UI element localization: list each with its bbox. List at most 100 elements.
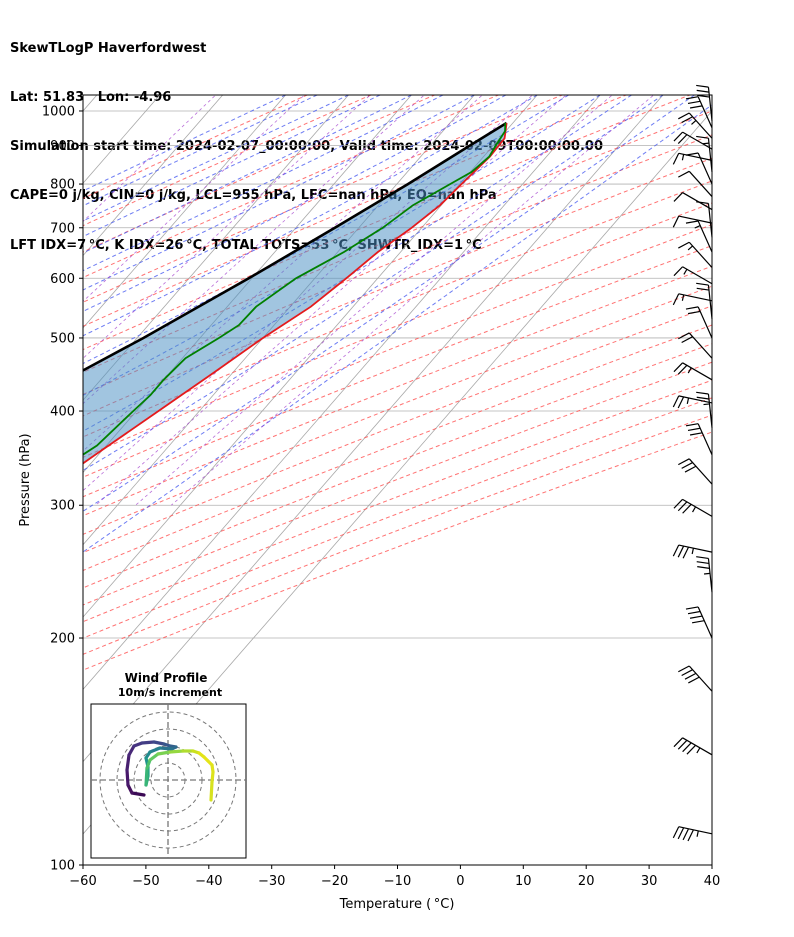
barb-half-flag — [702, 142, 710, 145]
wind-barb — [685, 96, 713, 129]
wind-barb — [672, 152, 713, 165]
barb-flag — [681, 462, 693, 469]
isotherm-line — [83, 95, 601, 690]
wind-barb — [673, 192, 713, 211]
barb-flag — [672, 215, 680, 228]
barb-flag — [678, 332, 690, 340]
dry-adiabat — [83, 95, 564, 303]
x-tick-label: 20 — [578, 874, 595, 889]
barb-flag — [682, 503, 692, 514]
dry-adiabat — [83, 361, 712, 606]
x-tick-label: 10 — [515, 874, 532, 889]
barb-flag — [687, 610, 701, 615]
wind-barb — [678, 332, 713, 359]
hodograph-segment — [168, 749, 185, 754]
mixing-ratio-line — [95, 95, 567, 506]
barb-flag — [697, 566, 710, 569]
wind-barb — [673, 266, 713, 285]
barb-half-flag — [696, 747, 701, 754]
barb-flag — [673, 192, 683, 202]
inset-subtitle: 10m/s increment — [118, 686, 222, 699]
barb-flag — [677, 501, 688, 512]
barb-flag — [678, 170, 690, 178]
barb-staff — [682, 362, 713, 381]
hodograph-segment — [152, 740, 166, 746]
barb-flag — [677, 739, 688, 750]
x-tick-label: −20 — [321, 874, 348, 889]
barb-flag — [687, 100, 701, 105]
barb-half-flag — [691, 120, 697, 125]
wind-barb — [685, 423, 713, 456]
barb-half-flag — [691, 548, 695, 555]
barb-flag — [691, 620, 705, 624]
barb-flag — [685, 306, 699, 310]
barb-staff — [688, 170, 713, 197]
barb-flag — [673, 131, 683, 142]
axes: −60 −50 −40 −30 −20 −10 0 10 20 30 40 1000 900 800 700… — [42, 104, 720, 889]
dry-adiabat — [83, 265, 712, 517]
barb-flag — [696, 282, 709, 286]
barb-flag — [689, 432, 703, 436]
barb-flag — [677, 545, 685, 558]
x-tick-label: 30 — [641, 874, 658, 889]
dry-adiabat — [83, 110, 712, 373]
inset-title: Wind Profile — [125, 671, 208, 685]
wind-barb — [696, 556, 713, 593]
wind-barb — [678, 241, 713, 268]
barb-staff — [682, 266, 713, 285]
wind-barb — [696, 84, 713, 122]
barb-half-flag — [703, 403, 710, 406]
barb-staff — [707, 558, 713, 593]
hodograph-segment — [156, 750, 172, 756]
x-axis-label: Temperature ( °C) — [339, 897, 455, 912]
barb-flag — [685, 96, 699, 100]
hodograph-segment — [125, 753, 131, 772]
barb-half-flag — [681, 154, 685, 161]
barb-flag — [673, 362, 683, 373]
station-title: SkewTLogP Haverfordwest — [10, 40, 207, 56]
hodograph-segment — [130, 791, 146, 797]
y-axis-label: Pressure (hPa) — [18, 433, 33, 526]
x-tick-label: 0 — [456, 874, 464, 889]
barb-flag — [696, 396, 710, 400]
y-tick-label: 1000 — [42, 104, 75, 119]
wind-barb — [672, 395, 713, 409]
barb-staff — [697, 96, 713, 129]
dry-adiabat — [83, 379, 712, 623]
barb-staff — [688, 665, 713, 692]
barb-staff — [682, 737, 713, 756]
moist-adiabat — [83, 95, 538, 337]
barb-staff — [697, 220, 713, 253]
wind-barb — [685, 306, 713, 339]
barb-staff — [688, 332, 713, 359]
dry-adiabat — [83, 95, 436, 253]
barb-flag — [672, 826, 680, 839]
barb-flag — [696, 84, 709, 88]
dry-adiabat — [83, 95, 628, 327]
mixing-ratio-line — [83, 95, 371, 359]
barb-flag — [682, 828, 690, 841]
barb-staff — [678, 544, 713, 553]
barb-flag — [685, 423, 699, 427]
isotherm-line — [83, 95, 412, 474]
wind-barb — [673, 498, 713, 517]
x-tick-label: −50 — [132, 874, 159, 889]
barb-flag — [696, 556, 709, 560]
barb-half-flag — [683, 268, 688, 275]
barb-flag — [687, 829, 694, 842]
wind-barb — [672, 544, 713, 559]
dewpoint-line — [83, 122, 507, 456]
barb-flag — [689, 105, 703, 109]
hodograph-segment — [125, 768, 130, 787]
moist-adiabat — [83, 95, 412, 254]
barb-staff — [678, 152, 713, 161]
barb-staff — [707, 138, 713, 173]
dry-adiabat — [83, 397, 712, 639]
x-tick-label: −40 — [195, 874, 222, 889]
barb-flag — [678, 665, 690, 673]
barb-flag — [681, 116, 693, 124]
barb-flag — [687, 310, 701, 315]
barb-staff — [707, 203, 713, 238]
mixing-ratio-line — [135, 95, 613, 506]
wind-barb — [673, 131, 713, 150]
